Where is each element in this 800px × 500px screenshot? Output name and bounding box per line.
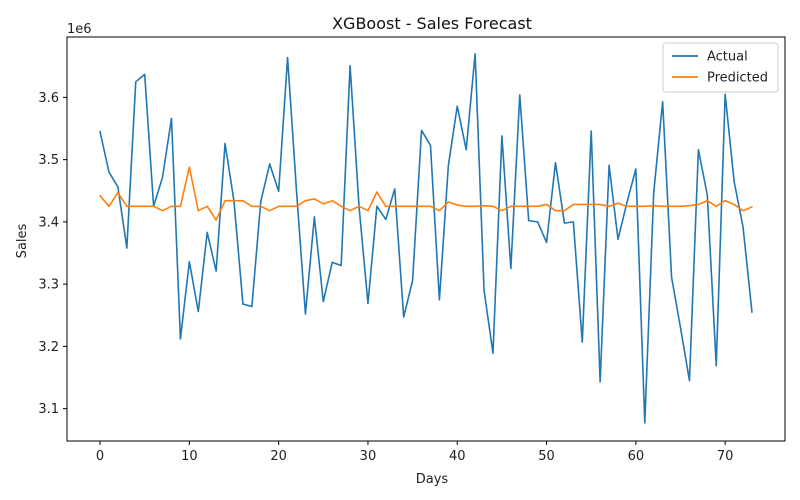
x-tick-label: 50 [538, 449, 555, 464]
y-tick-label: 3.2 [38, 340, 59, 355]
series-line-actual [99, 53, 753, 424]
x-tick-label: 30 [360, 449, 377, 464]
y-tick-label: 3.1 [38, 402, 59, 417]
y-tick-label: 3.6 [38, 91, 59, 106]
y-axis-label: Sales [15, 223, 30, 258]
legend-label-actual: Actual [707, 50, 748, 65]
series-layer [99, 53, 753, 424]
y-axis-offset-label: 1e6 [67, 22, 92, 37]
x-tick-label: 70 [717, 449, 734, 464]
x-tick-label: 0 [96, 449, 104, 464]
series-line-predicted [99, 166, 753, 221]
legend-label-predicted: Predicted [707, 71, 768, 86]
y-tick-label: 3.3 [38, 278, 59, 293]
y-tick-label: 3.5 [38, 153, 59, 168]
chart-title: XGBoost - Sales Forecast [332, 14, 532, 33]
x-tick-label: 20 [270, 449, 287, 464]
x-axis-label: Days [416, 472, 449, 487]
ticks-layer: 0 10 20 30 40 50 60 70 3.1 3.2 3.3 3.4 3.5 3.6 [38, 91, 733, 464]
legend[interactable]: Actual Predicted [662, 42, 779, 93]
x-tick-label: 60 [628, 449, 645, 464]
axes-frame [66, 36, 786, 442]
x-tick-label: 10 [181, 449, 198, 464]
y-tick-label: 3.4 [38, 215, 59, 230]
x-tick-label: 40 [449, 449, 466, 464]
